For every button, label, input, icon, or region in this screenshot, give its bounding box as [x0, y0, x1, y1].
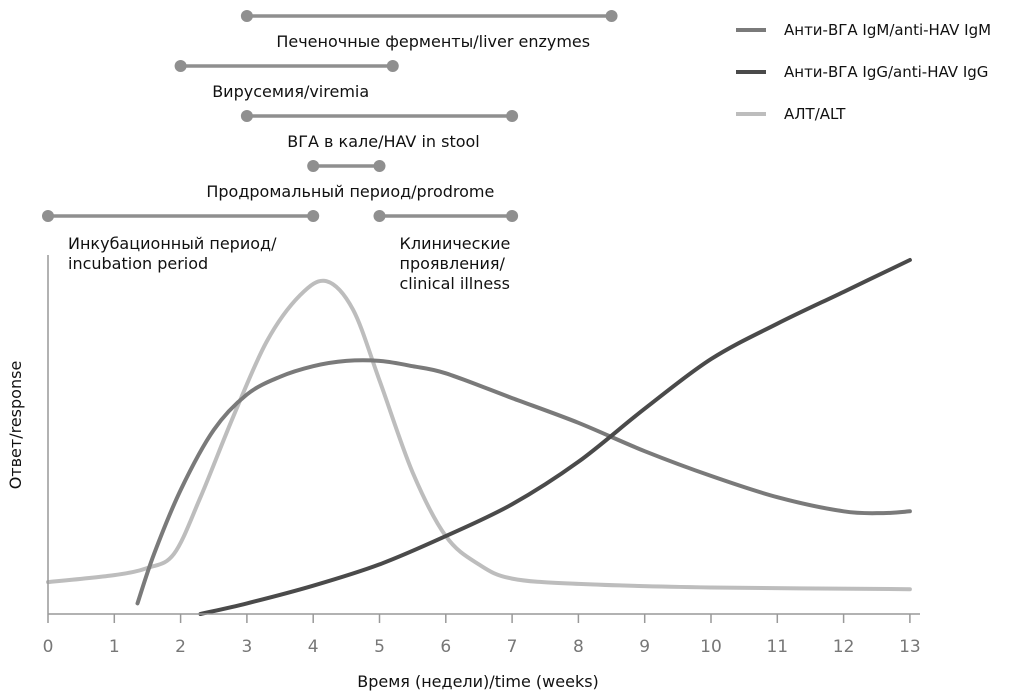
phase-label: Инкубационный период/incubation period: [68, 234, 277, 273]
legend-item-2: АЛТ/ALT: [736, 105, 846, 123]
phase-end-dot: [307, 210, 320, 222]
phase-label-line: incubation period: [68, 254, 208, 273]
phase-start-dot: [42, 210, 54, 222]
x-tick-label: 6: [440, 637, 451, 657]
phase-start-dot: [240, 110, 253, 122]
phase-3: Продромальный период/prodrome: [206, 160, 494, 201]
y-axis-label: Ответ/response: [6, 361, 25, 490]
x-tick-label: 12: [833, 637, 855, 657]
x-tick-label: 0: [43, 637, 54, 657]
x-tick-label: 2: [175, 637, 186, 657]
phase-label-line: clinical illness: [400, 274, 510, 293]
x-tick-label: 11: [766, 637, 788, 657]
phase-label-line: ВГА в кале/HAV in stool: [287, 132, 480, 151]
x-tick-label: 13: [899, 637, 921, 657]
x-tick-label: 5: [374, 637, 385, 657]
phase-label-line: Клинические: [400, 234, 511, 253]
x-tick-label: 7: [507, 637, 518, 657]
axes: 0 1 2 3 4 5 6 7 8 9 10 11 12 13: [43, 255, 921, 657]
x-tick-label: 10: [700, 637, 722, 657]
phase-start-dot: [240, 10, 253, 22]
phase-label-line: Печеночные ферменты/liver enzymes: [276, 32, 590, 51]
phase-label: Печеночные ферменты/liver enzymes: [276, 32, 590, 51]
legend-label: АЛТ/ALT: [784, 105, 846, 123]
series-lines: [46, 258, 912, 616]
x-tick-label: 1: [109, 637, 120, 657]
series-line-1: [198, 258, 912, 616]
legend-item-0: Анти-ВГА IgM/anti-HAV IgM: [736, 21, 991, 39]
phase-end-dot: [506, 110, 519, 122]
phase-label: Продромальный период/prodrome: [206, 182, 494, 201]
phase-label-line: Продромальный период/prodrome: [206, 182, 494, 201]
phase-label-line: Инкубационный период/: [68, 234, 277, 253]
phase-end-dot: [373, 160, 386, 172]
phase-label: Вирусемия/viremia: [212, 82, 369, 101]
series-line-2: [46, 278, 912, 592]
phase-label: ВГА в кале/HAV in stool: [287, 132, 480, 151]
x-axis-label: Время (недели)/time (weeks): [357, 672, 599, 691]
phase-2: ВГА в кале/HAV in stool: [240, 110, 519, 151]
phase-5: Клинические проявления/clinical illness: [373, 210, 519, 293]
phase-start-dot: [307, 160, 320, 172]
x-ticks: 0 1 2 3 4 5 6 7 8 9 10 11 12 13: [43, 614, 921, 657]
phase-bars: Печеночные ферменты/liver enzymes Вирусем…: [42, 10, 618, 293]
phase-label-line: проявления/: [400, 254, 506, 273]
legend: Анти-ВГА IgM/anti-HAV IgM Анти-ВГА IgG/an…: [736, 21, 991, 123]
x-tick-label: 4: [308, 637, 319, 657]
phase-label-line: Вирусемия/viremia: [212, 82, 369, 101]
x-tick-label: 3: [241, 637, 252, 657]
phase-1: Вирусемия/viremia: [174, 60, 399, 101]
x-tick-label: 9: [639, 637, 650, 657]
phase-start-dot: [373, 210, 386, 222]
x-tick-label: 8: [573, 637, 584, 657]
phase-end-dot: [605, 10, 618, 22]
legend-item-1: Анти-ВГА IgG/anti-HAV IgG: [736, 63, 988, 81]
phase-label: Клинические проявления/clinical illness: [400, 234, 511, 293]
series-line-0: [135, 358, 912, 606]
phase-end-dot: [506, 210, 519, 222]
legend-label: Анти-ВГА IgG/anti-HAV IgG: [784, 63, 988, 81]
phase-4: Инкубационный период/incubation period: [42, 210, 320, 273]
phase-0: Печеночные ферменты/liver enzymes: [240, 10, 618, 51]
legend-label: Анти-ВГА IgM/anti-HAV IgM: [784, 21, 991, 39]
phase-end-dot: [386, 60, 399, 72]
phase-start-dot: [174, 60, 187, 72]
